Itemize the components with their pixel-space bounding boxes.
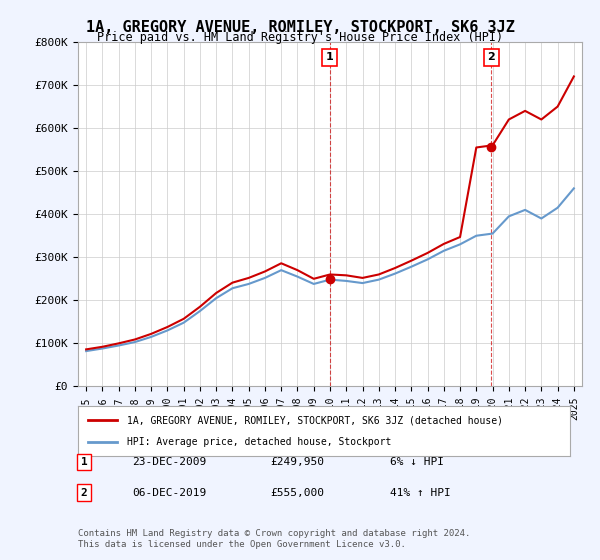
Text: 1A, GREGORY AVENUE, ROMILEY, STOCKPORT, SK6 3JZ (detached house): 1A, GREGORY AVENUE, ROMILEY, STOCKPORT, … [127, 415, 503, 425]
Text: 1A, GREGORY AVENUE, ROMILEY, STOCKPORT, SK6 3JZ: 1A, GREGORY AVENUE, ROMILEY, STOCKPORT, … [86, 20, 514, 35]
Text: Price paid vs. HM Land Registry's House Price Index (HPI): Price paid vs. HM Land Registry's House … [97, 31, 503, 44]
Text: HPI: Average price, detached house, Stockport: HPI: Average price, detached house, Stoc… [127, 437, 392, 447]
Text: £249,950: £249,950 [270, 457, 324, 467]
Text: 1: 1 [80, 457, 88, 467]
Text: 06-DEC-2019: 06-DEC-2019 [132, 488, 206, 498]
Text: 41% ↑ HPI: 41% ↑ HPI [390, 488, 451, 498]
Text: 2: 2 [488, 53, 496, 63]
Text: 23-DEC-2009: 23-DEC-2009 [132, 457, 206, 467]
Text: 1: 1 [326, 53, 334, 63]
Text: Contains HM Land Registry data © Crown copyright and database right 2024.
This d: Contains HM Land Registry data © Crown c… [78, 529, 470, 549]
Text: 6% ↓ HPI: 6% ↓ HPI [390, 457, 444, 467]
Text: £555,000: £555,000 [270, 488, 324, 498]
Text: 2: 2 [80, 488, 88, 498]
